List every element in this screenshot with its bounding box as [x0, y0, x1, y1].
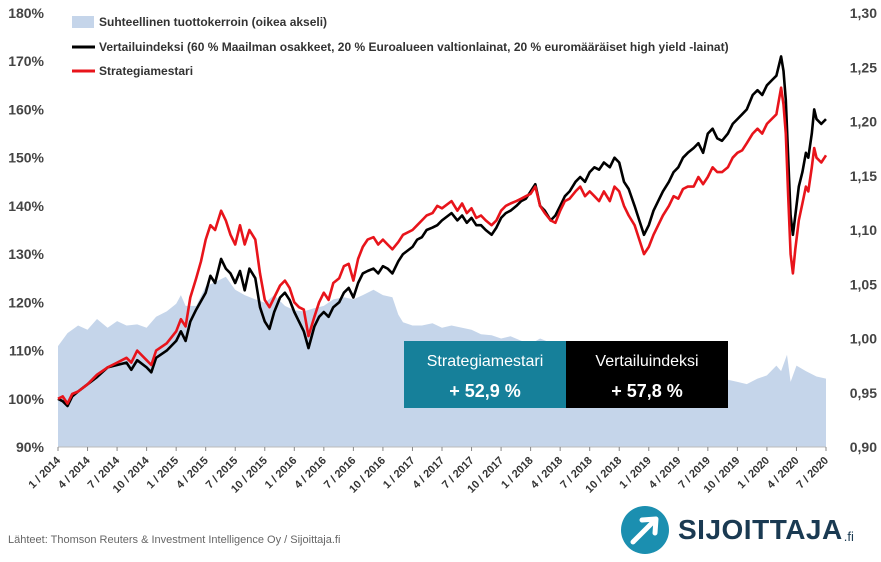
- x-axis-tick-label: 4 / 2017: [411, 455, 448, 492]
- logo-text: SIJOITTAJA: [678, 514, 843, 545]
- x-axis-tick-label: 4 / 2018: [529, 455, 566, 492]
- left-axis-tick-label: 180%: [8, 5, 44, 21]
- right-axis-tick-label: 1,30: [850, 5, 877, 21]
- legend-entry-label: Strategiamestari: [99, 64, 193, 78]
- arrow-logo-icon: [621, 506, 669, 554]
- left-axis-tick-label: 100%: [8, 391, 44, 407]
- left-axis-tick-label: 160%: [8, 101, 44, 117]
- x-axis-tick-label: 1 / 2018: [499, 455, 536, 492]
- x-axis-tick-label: 1 / 2016: [263, 455, 300, 492]
- legend: Suhteellinen tuottokerroin (oikea akseli…: [72, 15, 729, 78]
- x-axis-tick-label: 7 / 2020: [795, 455, 832, 492]
- right-axis-tick-label: 1,10: [850, 222, 877, 238]
- left-axis-tick-label: 140%: [8, 198, 44, 214]
- right-axis-tick-label: 0,90: [850, 439, 877, 455]
- x-axis-tick-label: 4 / 2020: [765, 455, 802, 492]
- right-axis-tick-label: 1,20: [850, 114, 877, 130]
- line-series-strategy: [57, 86, 828, 405]
- left-axis-tick-label: 130%: [8, 246, 44, 262]
- return-boxes: Strategiamestari + 52,9 % Vertailuindeksi +…: [404, 341, 728, 408]
- x-axis-tick-label: 4 / 2016: [292, 455, 329, 492]
- logo-suffix: .fi: [843, 528, 854, 544]
- x-axis-tick-label: 1 / 2019: [617, 455, 654, 492]
- x-axis-tick-label: 1 / 2017: [381, 455, 418, 492]
- return-box-value: + 57,8 %: [611, 381, 683, 401]
- x-axis-tick-label: 4 / 2015: [174, 455, 211, 492]
- x-axis-tick-label: 1 / 2020: [735, 455, 772, 492]
- source-note: Lähteet: Thomson Reuters & Investment In…: [8, 534, 341, 546]
- left-axis-tick-label: 150%: [8, 150, 44, 166]
- right-axis-tick-label: 1,15: [850, 168, 877, 184]
- x-axis-tick-label: 4 / 2019: [647, 455, 684, 492]
- left-axis-tick-label: 110%: [9, 343, 45, 359]
- legend-entry-label: Suhteellinen tuottokerroin (oikea akseli…: [99, 15, 327, 29]
- right-axis-tick-label: 0,95: [850, 385, 877, 401]
- left-axis-tick-label: 90%: [16, 439, 45, 455]
- right-axis-tick-label: 1,25: [850, 59, 877, 75]
- legend-swatch-area: [72, 16, 94, 28]
- left-axis-tick-label: 170%: [8, 53, 44, 69]
- line-series-layer: [57, 55, 828, 408]
- chart: 90% 100% 110% 120% 130% 140% 150% 160% 170% 180% 0…: [8, 5, 877, 496]
- line-series-benchmark: [57, 55, 827, 408]
- return-box: [404, 341, 566, 408]
- return-box: [566, 341, 728, 408]
- right-axis-tick-label: 1,00: [850, 331, 877, 347]
- right-axis-tick-label: 1,05: [850, 276, 877, 292]
- return-box-value: + 52,9 %: [449, 381, 521, 401]
- logo: SIJOITTAJA .fi: [620, 505, 854, 555]
- left-axis-tick-label: 120%: [8, 294, 44, 310]
- return-box-title: Vertailuindeksi: [595, 353, 698, 370]
- return-box-title: Strategiamestari: [427, 353, 544, 370]
- legend-entry-label: Vertailuindeksi (60 % Maailman osakkeet,…: [99, 40, 729, 54]
- x-axis-tick-label: 1 / 2015: [145, 455, 182, 492]
